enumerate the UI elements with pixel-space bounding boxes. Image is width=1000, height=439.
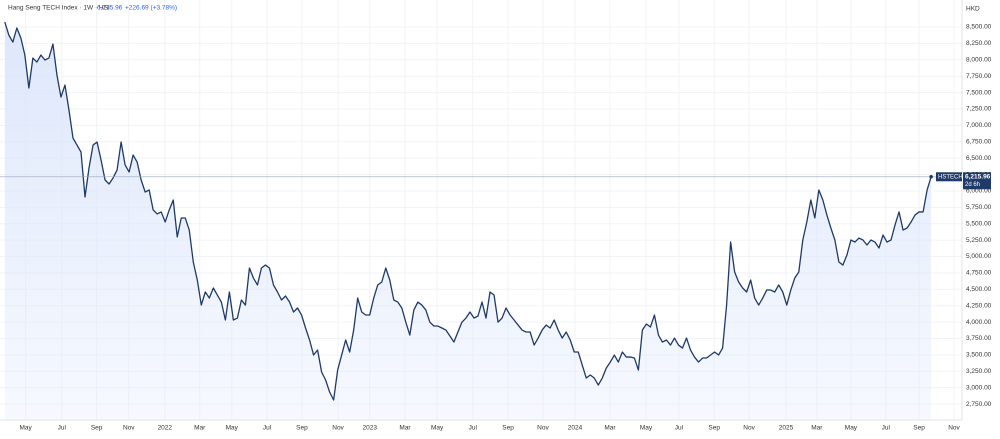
x-tick-label: Sep — [502, 425, 514, 432]
x-tick-label: Jul — [263, 425, 272, 432]
area — [4, 22, 932, 421]
x-tick-label: Nov — [123, 425, 135, 432]
y-tick-label: 6,500.00 — [966, 155, 992, 162]
x-tick-label: 2022 — [158, 425, 173, 432]
y-tick-label: 7,750.00 — [966, 73, 992, 80]
x-tick-label: May — [20, 425, 33, 432]
x-tick-label: 2024 — [568, 425, 583, 432]
x-tick-label: 2023 — [362, 425, 377, 432]
y-tick-label: 7,250.00 — [966, 106, 992, 113]
y-tick-label: 3,000.00 — [966, 384, 992, 391]
x-tick-label: May — [431, 425, 444, 432]
symbol-tag-label: HSTECH — [938, 174, 963, 180]
x-tick-label: Sep — [913, 425, 925, 432]
y-tick-label: 3,500.00 — [966, 352, 992, 359]
header-price: 6,215.96 — [97, 5, 123, 12]
x-tick-label: Mar — [399, 425, 411, 432]
x-tick-label: Jul — [469, 425, 478, 432]
last-price-dot — [929, 174, 933, 179]
y-tick-label: 5,750.00 — [966, 204, 992, 211]
currency: HKD — [966, 6, 980, 13]
x-tick-label: Sep — [91, 425, 103, 432]
y-tick-label: 6,000.00 — [966, 188, 992, 195]
price-line — [4, 21, 932, 401]
y-tick-label: 8,500.00 — [966, 24, 992, 31]
x-tick-label: Jul — [58, 425, 67, 432]
price-tag-countdown: 2d 6h — [965, 182, 980, 188]
y-tick-label: 4,500.00 — [966, 286, 992, 293]
x-tick-label: Nov — [332, 425, 344, 432]
y-tick-label: 7,500.00 — [966, 89, 992, 96]
chart-title: Hang Seng TECH Index · 1W · HSI — [8, 5, 110, 12]
x-tick-label: Mar — [604, 425, 616, 432]
y-tick-label: 4,750.00 — [966, 270, 992, 277]
x-tick-label: May — [226, 425, 239, 432]
x-tick-label: 2025 — [779, 425, 794, 432]
y-tick-label: 6,750.00 — [966, 138, 992, 145]
x-tick-label: Sep — [708, 425, 720, 432]
price-tag-value: 6,215.96 — [965, 174, 991, 181]
y-tick-label: 2,750.00 — [966, 401, 992, 408]
x-tick-label: Nov — [743, 425, 755, 432]
y-tick-label: 7,000.00 — [966, 122, 992, 129]
header-change: +226.69 (+3.78%) — [125, 5, 177, 12]
x-tick-label: Nov — [948, 425, 960, 432]
y-tick-label: 5,000.00 — [966, 253, 992, 260]
y-tick-label: 3,250.00 — [966, 368, 992, 375]
x-tick-label: May — [640, 425, 653, 432]
y-tick-label: 4,250.00 — [966, 302, 992, 309]
x-tick-label: Jul — [675, 425, 684, 432]
y-tick-label: 8,000.00 — [966, 57, 992, 64]
symbol-tag — [936, 172, 962, 182]
y-tick-label: 8,250.00 — [966, 40, 992, 47]
y-tick-label: 5,500.00 — [966, 220, 992, 227]
x-tick-label: Jul — [882, 425, 891, 432]
y-tick-label: 3,750.00 — [966, 335, 992, 342]
x-tick-label: May — [845, 425, 858, 432]
x-tick-label: Sep — [296, 425, 308, 432]
x-tick-label: Mar — [194, 425, 206, 432]
y-tick-label: 4,000.00 — [966, 319, 992, 326]
x-tick-label: Mar — [811, 425, 823, 432]
y-tick-label: 5,250.00 — [966, 237, 992, 244]
price-tag — [963, 172, 991, 190]
x-tick-label: Nov — [537, 425, 549, 432]
